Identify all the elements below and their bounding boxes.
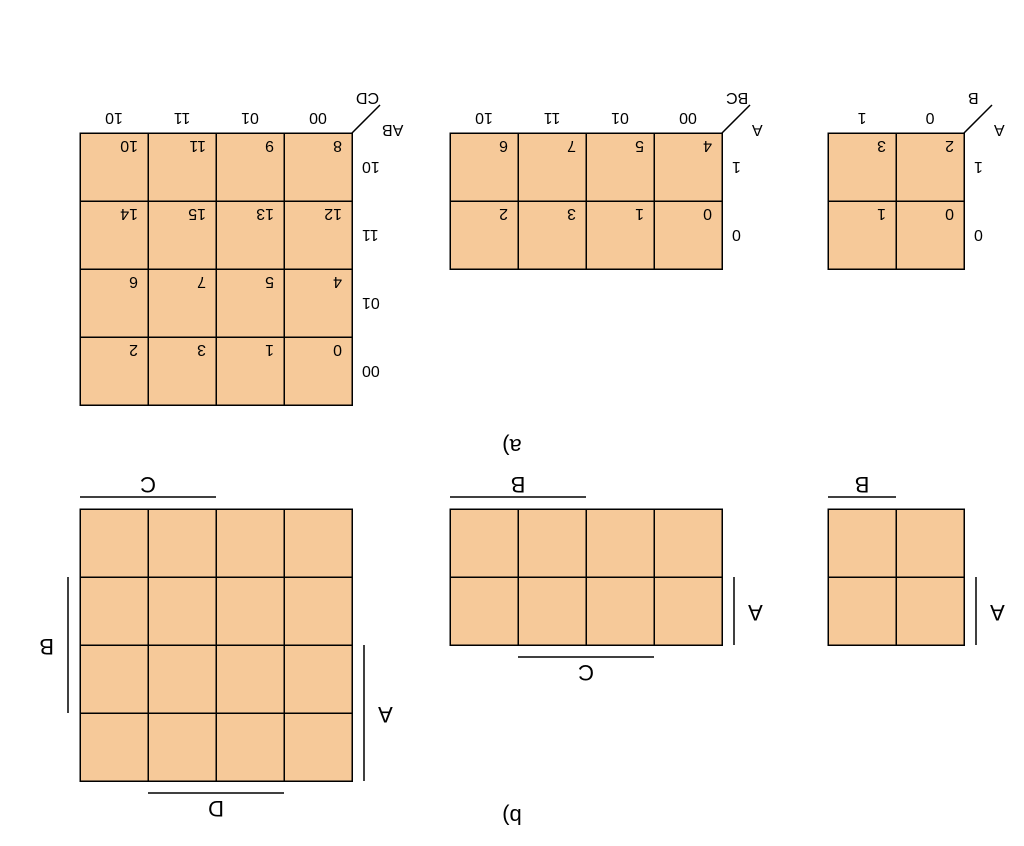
row-code: 00 bbox=[362, 362, 380, 379]
cell-index: 1 bbox=[877, 205, 886, 222]
axis-diagonal bbox=[352, 105, 380, 133]
kmap-cell bbox=[148, 577, 216, 645]
kmap-cell bbox=[80, 713, 148, 781]
kmap-cell bbox=[148, 713, 216, 781]
row-code: 0 bbox=[732, 226, 741, 243]
cell-index: 0 bbox=[703, 205, 712, 222]
kmap-cell bbox=[216, 509, 284, 577]
col-code: 10 bbox=[475, 109, 493, 126]
kmap-cell bbox=[450, 509, 518, 577]
kmap-cell bbox=[216, 645, 284, 713]
cell-index: 7 bbox=[567, 137, 576, 154]
cell-index: 0 bbox=[333, 341, 342, 358]
kmap-cell bbox=[518, 509, 586, 577]
var-label: B bbox=[855, 472, 870, 497]
col-code: 10 bbox=[105, 109, 123, 126]
row-axis-label: A bbox=[994, 121, 1005, 138]
axis-diagonal bbox=[722, 105, 750, 133]
cell-index: 6 bbox=[129, 273, 138, 290]
cell-index: 3 bbox=[567, 205, 576, 222]
kmap-cell bbox=[654, 577, 722, 645]
col-code: 00 bbox=[309, 109, 327, 126]
subfigure-label-a: a) bbox=[502, 434, 522, 459]
var-label: C bbox=[140, 472, 156, 497]
cell-index: 9 bbox=[265, 137, 274, 154]
col-code: 01 bbox=[611, 109, 629, 126]
kmap-cell bbox=[896, 509, 964, 577]
kmap-cell bbox=[284, 509, 352, 577]
kmap-svg: b)BACBADCABa)01230101AB01324576000111100… bbox=[0, 0, 1024, 841]
cell-index: 5 bbox=[265, 273, 274, 290]
cell-index: 2 bbox=[129, 341, 138, 358]
cell-index: 7 bbox=[197, 273, 206, 290]
cell-index: 15 bbox=[188, 205, 206, 222]
kmap-cell bbox=[586, 509, 654, 577]
kmap-cell bbox=[284, 713, 352, 781]
kmap-cell bbox=[148, 645, 216, 713]
row-axis-label: AB bbox=[382, 121, 403, 138]
kmap-cell bbox=[586, 577, 654, 645]
kmap-cell bbox=[896, 577, 964, 645]
cell-index: 0 bbox=[945, 205, 954, 222]
kmap-figure: b)BACBADCABa)01230101AB01324576000111100… bbox=[0, 0, 1024, 846]
var-label: A bbox=[378, 702, 393, 727]
kmap-cell bbox=[654, 509, 722, 577]
kmap-cell bbox=[80, 645, 148, 713]
cell-index: 13 bbox=[256, 205, 274, 222]
row-code: 1 bbox=[732, 158, 741, 175]
cell-index: 11 bbox=[189, 137, 206, 154]
kmap-cell bbox=[284, 577, 352, 645]
kmap-cell bbox=[80, 577, 148, 645]
col-code: 01 bbox=[241, 109, 259, 126]
var-label: B bbox=[511, 472, 526, 497]
col-code: 0 bbox=[925, 109, 934, 126]
cell-index: 4 bbox=[333, 273, 342, 290]
var-label: D bbox=[208, 796, 224, 821]
var-label: A bbox=[748, 600, 763, 625]
upright-content: b)BACBADCABa)01230101AB01324576000111100… bbox=[39, 89, 1004, 829]
kmap-cell bbox=[216, 577, 284, 645]
cell-index: 1 bbox=[265, 341, 274, 358]
cell-index: 6 bbox=[499, 137, 508, 154]
kmap-cell bbox=[828, 577, 896, 645]
kmap-cell bbox=[518, 577, 586, 645]
var-label: C bbox=[578, 660, 594, 685]
kmap-cell bbox=[284, 645, 352, 713]
cell-index: 8 bbox=[333, 137, 342, 154]
subfigure-label-b: b) bbox=[502, 804, 522, 829]
col-axis-label: B bbox=[968, 89, 979, 106]
cell-index: 2 bbox=[945, 137, 954, 154]
cell-index: 2 bbox=[499, 205, 508, 222]
col-code: 11 bbox=[544, 109, 561, 126]
col-code: 11 bbox=[174, 109, 191, 126]
col-code: 1 bbox=[857, 109, 866, 126]
col-axis-label: CD bbox=[356, 89, 379, 106]
cell-index: 14 bbox=[120, 205, 138, 222]
kmap-cell bbox=[450, 577, 518, 645]
kmap-cell bbox=[216, 713, 284, 781]
cell-index: 12 bbox=[324, 205, 342, 222]
row-code: 10 bbox=[362, 158, 380, 175]
kmap-cell bbox=[80, 509, 148, 577]
cell-index: 10 bbox=[120, 137, 138, 154]
axis-diagonal bbox=[964, 105, 992, 133]
cell-index: 4 bbox=[703, 137, 712, 154]
row-code: 11 bbox=[362, 226, 379, 243]
row-code: 0 bbox=[974, 226, 983, 243]
row-code: 01 bbox=[362, 294, 380, 311]
row-axis-label: A bbox=[752, 121, 763, 138]
cell-index: 1 bbox=[635, 205, 644, 222]
col-axis-label: BC bbox=[726, 89, 748, 106]
kmap-cell bbox=[148, 509, 216, 577]
cell-index: 5 bbox=[635, 137, 644, 154]
col-code: 00 bbox=[679, 109, 697, 126]
kmap-cell bbox=[828, 509, 896, 577]
cell-index: 3 bbox=[197, 341, 206, 358]
var-label: A bbox=[990, 600, 1005, 625]
var-label: B bbox=[39, 634, 54, 659]
cell-index: 3 bbox=[877, 137, 886, 154]
row-code: 1 bbox=[974, 158, 983, 175]
